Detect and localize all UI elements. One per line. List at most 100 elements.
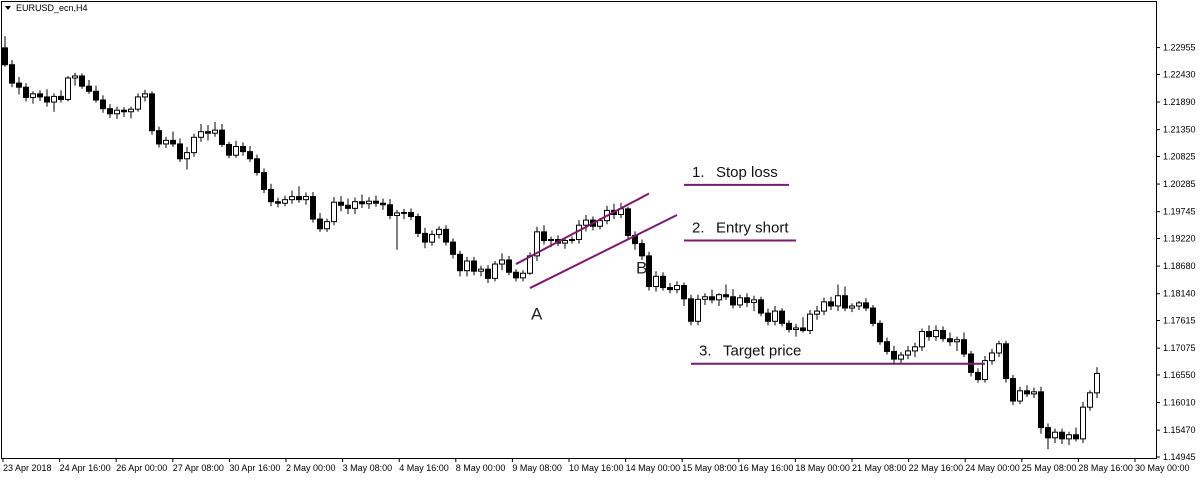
candle	[464, 256, 470, 277]
candle-body-down	[961, 339, 967, 355]
candle-body-up	[905, 350, 911, 356]
candle	[793, 323, 799, 337]
candle-body-up	[562, 240, 568, 244]
candle	[807, 310, 813, 335]
candlestick-series	[2, 36, 1100, 450]
x-tick-label: 9 May 08:00	[512, 463, 562, 473]
candle	[1066, 431, 1072, 445]
candle-body-up	[324, 221, 330, 230]
candle-body-up	[548, 239, 554, 242]
candle-body-up	[982, 360, 988, 381]
candle	[1024, 385, 1030, 397]
candle	[86, 80, 92, 94]
candle	[149, 91, 155, 135]
candle	[170, 131, 176, 148]
candle	[289, 190, 295, 204]
candle-body-up	[352, 201, 358, 209]
candle	[436, 226, 442, 239]
candle-body-up	[520, 272, 526, 279]
y-tick-label: 1.17615	[1163, 316, 1196, 326]
x-tick-label: 14 May 00:00	[626, 463, 681, 473]
candle-body-up	[464, 260, 470, 272]
candle	[415, 213, 421, 237]
candle	[569, 236, 575, 244]
x-tick-label: 8 May 00:00	[456, 463, 506, 473]
candle-body-down	[1038, 391, 1044, 429]
candle	[163, 136, 169, 149]
candle	[380, 198, 386, 210]
candle-body-down	[275, 201, 281, 204]
candle	[100, 95, 106, 113]
candle	[268, 183, 274, 207]
candle	[324, 218, 330, 232]
candle-body-down	[730, 296, 736, 306]
candle-body-up	[429, 233, 435, 243]
y-tick-label: 1.22430	[1163, 69, 1196, 79]
candle-body-up	[814, 310, 820, 315]
x-tick-label: 15 May 08:00	[682, 463, 737, 473]
candle-body-down	[121, 109, 127, 113]
y-tick-label: 1.16550	[1163, 370, 1196, 380]
candle-body-up	[954, 339, 960, 343]
candle-body-up	[401, 211, 407, 214]
candle	[233, 140, 239, 158]
candle	[870, 304, 876, 327]
candle-body-up	[366, 200, 372, 205]
candle-body-up	[919, 331, 925, 348]
candle	[765, 308, 771, 326]
point-label-b: B	[636, 259, 647, 278]
candle-body-up	[394, 212, 400, 216]
candle-body-down	[1010, 378, 1016, 402]
candle	[1073, 427, 1079, 442]
candle	[2, 36, 8, 67]
candle-body-up	[1052, 431, 1058, 439]
candle	[758, 296, 764, 317]
point-label-a: A	[531, 305, 543, 324]
candle	[730, 289, 736, 309]
candle	[919, 328, 925, 351]
candle-body-down	[156, 130, 162, 145]
candle-body-up	[674, 285, 680, 291]
candle-body-down	[457, 253, 463, 272]
candle-body-down	[247, 151, 253, 160]
candle	[254, 154, 260, 176]
triangle-down-icon[interactable]	[5, 6, 11, 10]
candle	[583, 214, 589, 232]
candle-body-down	[842, 295, 848, 309]
x-tick-label: 2 May 00:00	[286, 463, 336, 473]
candle	[9, 60, 15, 88]
candle	[625, 206, 631, 240]
candle	[282, 195, 288, 207]
candle-body-down	[667, 287, 673, 291]
candle-body-down	[744, 297, 750, 303]
candle	[16, 76, 22, 95]
candle	[989, 348, 995, 365]
candle-body-down	[800, 327, 806, 332]
candle-body-down	[940, 330, 946, 340]
candle-body-down	[506, 259, 512, 273]
candle	[93, 85, 99, 103]
x-tick-label: 30 Apr 16:00	[229, 463, 280, 473]
candle-body-down	[23, 86, 29, 98]
candle	[1052, 428, 1058, 443]
candle-body-down	[471, 260, 477, 272]
candle	[296, 186, 302, 203]
candle	[898, 351, 904, 364]
candle-body-up	[933, 330, 939, 338]
candle	[660, 272, 666, 291]
candle	[72, 72, 78, 86]
candle-body-down	[9, 64, 15, 84]
candle	[1080, 402, 1086, 443]
candle	[478, 265, 484, 277]
candle	[79, 73, 85, 89]
candle-body-up	[198, 131, 204, 138]
candle-body-up	[499, 259, 505, 265]
candle	[44, 89, 50, 107]
candle-body-down	[240, 146, 246, 153]
candle	[639, 239, 645, 260]
candle	[310, 191, 316, 223]
candle-body-up	[191, 136, 197, 154]
candle	[51, 93, 57, 112]
candle	[450, 238, 456, 259]
